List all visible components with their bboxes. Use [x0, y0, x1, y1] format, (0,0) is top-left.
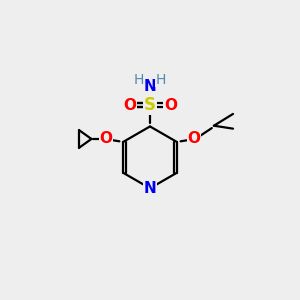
- Text: S: S: [144, 96, 156, 114]
- Text: O: O: [188, 131, 200, 146]
- Text: N: N: [144, 181, 156, 196]
- Text: O: O: [164, 98, 177, 113]
- Text: H: H: [156, 73, 166, 87]
- Text: N: N: [144, 80, 156, 94]
- Text: H: H: [134, 73, 144, 87]
- Text: O: O: [100, 131, 112, 146]
- Text: O: O: [123, 98, 136, 113]
